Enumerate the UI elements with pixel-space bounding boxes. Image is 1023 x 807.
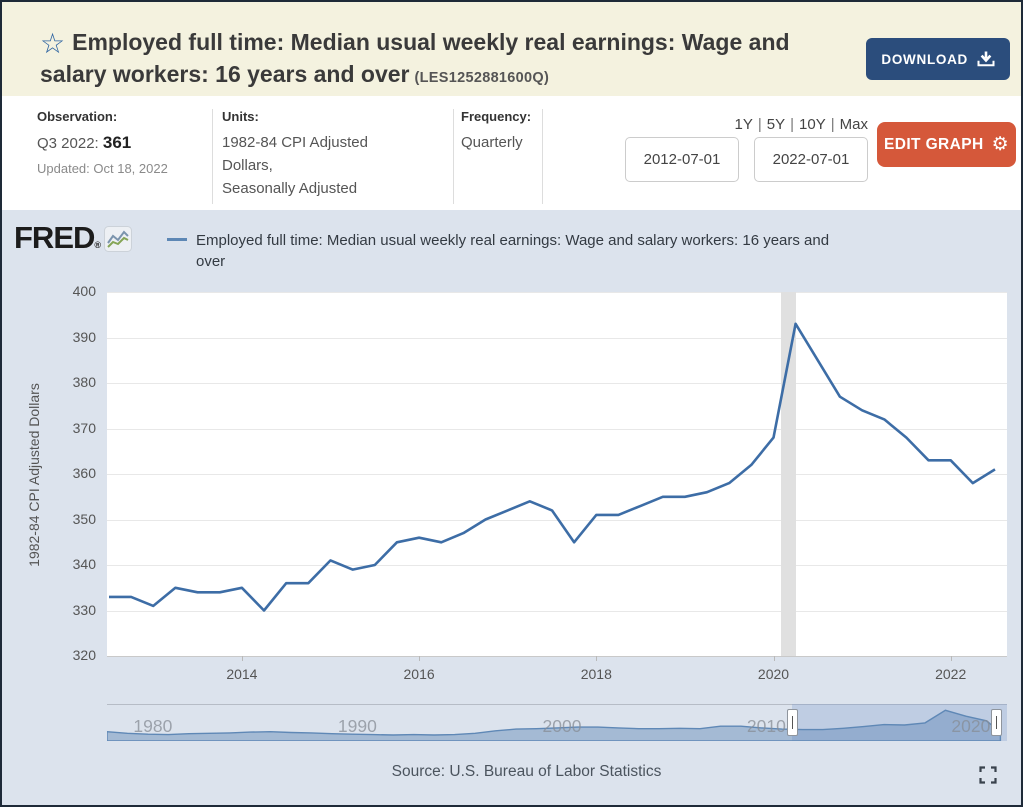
gridline-330 [107, 610, 1007, 612]
legend-line-swatch [167, 238, 187, 241]
source-note: Source: U.S. Bureau of Labor Statistics [391, 763, 662, 780]
minimap-area [107, 709, 1002, 741]
x-tick-label-2022: 2022 [935, 666, 967, 682]
units-block: Units: 1982-84 CPI Adjusted Dollars, Sea… [222, 109, 414, 200]
gridline-360 [107, 474, 1007, 475]
y-tick-label-380: 380 [72, 374, 96, 390]
y-tick-label-400: 400 [72, 283, 96, 299]
download-icon [977, 51, 995, 67]
handle-grip [791, 716, 793, 729]
minimap-slider-track[interactable] [107, 704, 1007, 741]
y-tick-label-320: 320 [72, 647, 96, 663]
gridline-400 [107, 292, 1007, 293]
observation-period: Q3 2022: [37, 135, 99, 152]
title-bar: ☆ Employed full time: Median usual weekly… [2, 2, 1021, 96]
preset-separator: | [757, 116, 762, 133]
fullscreen-icon[interactable] [979, 766, 997, 784]
range-preset-1y[interactable]: 1Y [734, 116, 753, 133]
range-presets: 1Y | 5Y | 10Y | Max [620, 116, 890, 133]
minimap-handle-right[interactable] [991, 709, 1003, 736]
observation-updated: Updated: Oct 18, 2022 [37, 161, 168, 176]
range-preset-10y[interactable]: 10Y [799, 116, 826, 133]
legend-label: Employed full time: Median usual weekly … [196, 232, 830, 270]
earnings-line-series [109, 322, 996, 612]
minimap-year-label-2020: 2020 [951, 716, 991, 736]
x-tick-2016 [419, 656, 421, 661]
gridline-380 [107, 383, 1007, 384]
y-tick-label-370: 370 [72, 419, 96, 436]
divider [453, 109, 454, 204]
units-value: 1982-84 CPI Adjusted Dollars, [222, 134, 368, 174]
handle-grip [996, 716, 998, 729]
gear-icon: ⚙ [991, 134, 1010, 155]
minimap-year-label-1990: 1990 [337, 716, 377, 736]
gridline-390 [107, 337, 1007, 339]
range-preset-max[interactable]: Max [839, 116, 868, 133]
chart-region: FRED® Employed full time: Median usual w… [2, 210, 1021, 805]
edit-graph-button[interactable]: EDIT GRAPH ⚙ [877, 122, 1016, 167]
divider [542, 109, 543, 204]
y-tick-label-340: 340 [72, 556, 96, 572]
y-tick-label-360: 360 [72, 465, 96, 481]
gridline-350 [107, 519, 1007, 521]
x-tick-label-2014: 2014 [226, 666, 258, 682]
observation-label: Observation: [37, 109, 118, 124]
range-preset-5y[interactable]: 5Y [766, 116, 786, 133]
page-title: ☆ Employed full time: Median usual weekly… [40, 27, 818, 93]
earnings-line-chart[interactable] [107, 292, 1007, 660]
end-date-input[interactable] [754, 137, 868, 182]
x-tick-2018 [596, 656, 598, 661]
preset-separator: | [830, 116, 835, 133]
y-tick-label-390: 390 [72, 328, 96, 345]
series-title-text: Employed full time: Median usual weekly … [40, 29, 790, 87]
y-axis-title: 1982-84 CPI Adjusted Dollars [26, 383, 42, 567]
preset-separator: | [790, 116, 795, 133]
frequency-label: Frequency: [461, 109, 532, 124]
x-tick-label-2018: 2018 [580, 666, 612, 682]
start-date-input[interactable] [625, 137, 739, 182]
x-tick-label-2016: 2016 [403, 666, 435, 682]
fred-logo-graph-icon [104, 226, 133, 252]
minimap-top-border [107, 704, 1007, 705]
x-axis-line [107, 656, 1007, 657]
x-tick-2014 [241, 656, 243, 661]
units-adjustment: Seasonally Adjusted [222, 180, 358, 197]
divider [212, 109, 213, 204]
frequency-value: Quarterly [461, 134, 523, 151]
minimap-selection-window[interactable] [792, 704, 1007, 741]
info-bar: Observation: Q3 2022: 361 Updated: Oct 1… [2, 96, 1021, 210]
download-button[interactable]: DOWNLOAD [866, 38, 1010, 80]
edit-graph-label: EDIT GRAPH [883, 135, 984, 153]
y-tick-label-330: 330 [72, 601, 96, 618]
x-tick-2020 [773, 656, 775, 661]
series-id: (LES1252881600Q) [414, 70, 550, 86]
observation-value: 361 [102, 133, 132, 152]
units-label: Units: [222, 109, 259, 124]
favorite-star-icon[interactable]: ☆ [40, 28, 66, 59]
download-label: DOWNLOAD [881, 51, 968, 67]
frequency-block: Frequency: Quarterly [461, 109, 531, 154]
y-tick-label-350: 350 [72, 510, 96, 527]
chart-legend: Employed full time: Median usual weekly … [167, 230, 836, 272]
x-tick-label-2020: 2020 [757, 666, 790, 682]
minimap-year-label-2000: 2000 [542, 716, 582, 736]
gridline-370 [107, 428, 1007, 430]
minimap-year-label-2010: 2010 [746, 716, 786, 736]
fred-logo-text: FRED® [14, 220, 101, 255]
x-tick-2022 [950, 656, 952, 661]
minimap-year-label-1980: 1980 [133, 716, 173, 736]
fred-logo[interactable]: FRED® [14, 220, 133, 259]
gridline-340 [107, 565, 1007, 566]
minimap-handle-left[interactable] [786, 709, 798, 736]
observation-block: Observation: Q3 2022: 361 Updated: Oct 1… [37, 109, 168, 176]
